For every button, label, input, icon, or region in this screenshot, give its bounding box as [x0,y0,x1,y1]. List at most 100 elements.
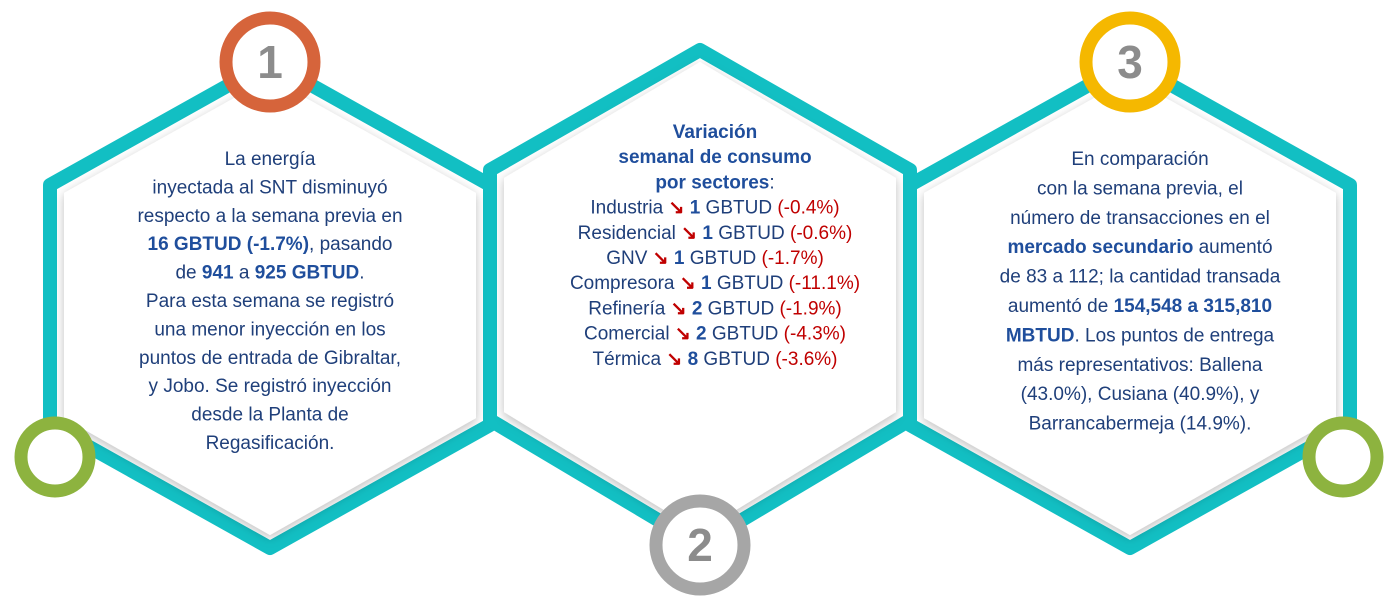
text-line: (43.0%), Cusiana (40.9%), y [1021,384,1260,405]
text-run: por sectores [655,172,769,193]
text-run: (-0.4%) [777,198,839,219]
text-run: a [234,263,255,284]
text-run: (43.0%), Cusiana (40.9%), y [1021,384,1260,405]
text-run: GBTUD [707,324,784,345]
text-run: aumentó [1193,237,1272,258]
step-number: 1 [257,36,283,88]
text-run: Regasificación. [206,433,335,454]
text-line: Térmica ↘ 8 GBTUD (-3.6%) [592,349,837,370]
text-run: respecto a la semana previa en [137,206,402,227]
text-line: En comparación [1071,149,1208,170]
text-run: 16 GBTUD (-1.7%) [148,234,310,255]
text-run: (-1.9%) [779,298,841,319]
text-run: Térmica [592,349,666,370]
text-run: ↘ [666,349,682,370]
text-run: GNV [606,248,652,269]
text-run: (-3.6%) [775,349,837,370]
text-line: por sectores: [655,172,774,193]
text-run: ↘ [675,324,691,345]
text-line: aumentó de 154,548 a 315,810 [1008,296,1272,317]
text-run: puntos de entrada de Gibraltar, [139,348,401,369]
text-run: más representativos: Ballena [1017,355,1262,376]
text-line: Compresora ↘ 1 GBTUD (-11.1%) [570,273,860,294]
text-run: (-11.1%) [789,273,860,294]
text-run: GBTUD [700,198,777,219]
text-run: Residencial [578,223,682,244]
text-run: una menor inyección en los [154,319,385,340]
text-run: 2 [696,324,707,345]
text-run: 1 [701,273,712,294]
text-run: GBTUD [702,298,779,319]
text-run: Industria [590,198,668,219]
text-line: inyectada al SNT disminuyó [152,177,387,198]
text-run: 1 [702,223,713,244]
text-line: puntos de entrada de Gibraltar, [139,348,401,369]
text-run: MBTUD [1006,325,1075,346]
text-line: Barrancabermeja (14.9%). [1029,414,1252,435]
text-line: Comercial ↘ 2 GBTUD (-4.3%) [584,324,846,345]
text-line: semanal de consumo [618,147,811,168]
step-number: 3 [1117,36,1143,88]
text-line: y Jobo. Se registró inyección [149,376,392,397]
text-line: Residencial ↘ 1 GBTUD (-0.6%) [578,223,853,244]
text-line: Variación [673,122,758,143]
text-line: Industria ↘ 1 GBTUD (-0.4%) [590,198,839,219]
text-run: inyectada al SNT disminuyó [152,177,387,198]
rings [14,11,1384,596]
text-line: Para esta semana se registró [146,291,394,312]
text-run: Variación [673,122,758,143]
text-run: ↘ [671,298,687,319]
text-line: Refinería ↘ 2 GBTUD (-1.9%) [588,298,842,319]
text-run: Compresora [570,273,680,294]
text-run: desde la Planta de [191,405,348,426]
text-run: número de transacciones en el [1010,208,1270,229]
text-run: La energía [225,149,316,170]
text-run: Barrancabermeja (14.9%). [1029,414,1252,435]
text-run: 8 [688,349,699,370]
text-run: Para esta semana se registró [146,291,394,312]
text-run: ↘ [681,223,697,244]
text-run: de [175,263,201,284]
text-run: Comercial [584,324,675,345]
text-run: 925 GBTUD [255,263,360,284]
text-run: , pasando [309,234,392,255]
text-run: de 83 a 112; la cantidad transada [1000,267,1281,288]
text-run: GBTUD [684,248,761,269]
text-run: mercado secundario [1007,237,1193,258]
text-line: de 83 a 112; la cantidad transada [1000,267,1281,288]
text-run: 2 [692,298,703,319]
text-line: de 941 a 925 GBTUD. [175,263,364,284]
text-run: . Los puntos de entrega [1074,325,1274,346]
text-run: 941 [202,263,234,284]
text-run: 1 [674,248,685,269]
text-line: con la semana previa, el [1037,178,1243,199]
content: 1 La energía inyectada al SNT disminuyó res… [137,36,1280,571]
text-line: GNV ↘ 1 GBTUD (-1.7%) [606,248,824,269]
text-run: aumentó de [1008,296,1114,317]
text-line: una menor inyección en los [154,319,385,340]
text-run: . [359,263,364,284]
text-run: (-0.6%) [790,223,852,244]
step-number: 2 [687,519,713,571]
text-run: con la semana previa, el [1037,178,1243,199]
text-run: GBTUD [698,349,775,370]
text-line: desde la Planta de [191,405,348,426]
text-run: GBTUD [712,273,789,294]
text-run: ↘ [680,273,696,294]
text-line: número de transacciones en el [1010,208,1270,229]
hexagons [64,62,1336,535]
text-run: En comparación [1071,149,1208,170]
text-line: La energía [225,149,316,170]
text-run: (-1.7%) [762,248,824,269]
text-run: ↘ [669,198,685,219]
text-run: 154,548 a 315,810 [1114,296,1273,317]
text-run: : [769,172,774,193]
text-line: Regasificación. [206,433,335,454]
text-run: GBTUD [713,223,790,244]
text-line: respecto a la semana previa en [137,206,402,227]
text-run: 1 [690,198,701,219]
text-line: 16 GBTUD (-1.7%), pasando [148,234,393,255]
text-line: MBTUD. Los puntos de entrega [1006,325,1275,346]
text-line: mercado secundario aumentó [1007,237,1272,258]
